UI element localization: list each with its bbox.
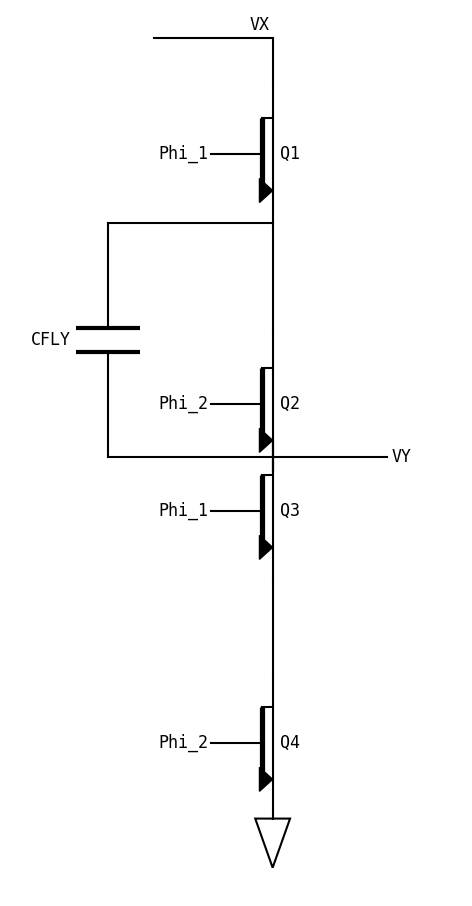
Polygon shape (260, 429, 273, 452)
Text: CFLY: CFLY (31, 331, 71, 349)
Text: Q1: Q1 (279, 145, 300, 163)
Polygon shape (260, 767, 273, 791)
Text: Q3: Q3 (279, 502, 300, 520)
Polygon shape (260, 535, 273, 559)
Text: Q2: Q2 (279, 395, 300, 413)
Text: VY: VY (392, 448, 412, 467)
Text: Phi_1: Phi_1 (159, 502, 209, 520)
Text: Q4: Q4 (279, 734, 300, 752)
Text: Phi_1: Phi_1 (159, 145, 209, 163)
Text: Phi_2: Phi_2 (159, 734, 209, 752)
Text: VX: VX (250, 15, 270, 34)
Text: Phi_2: Phi_2 (159, 395, 209, 413)
Polygon shape (260, 178, 273, 203)
